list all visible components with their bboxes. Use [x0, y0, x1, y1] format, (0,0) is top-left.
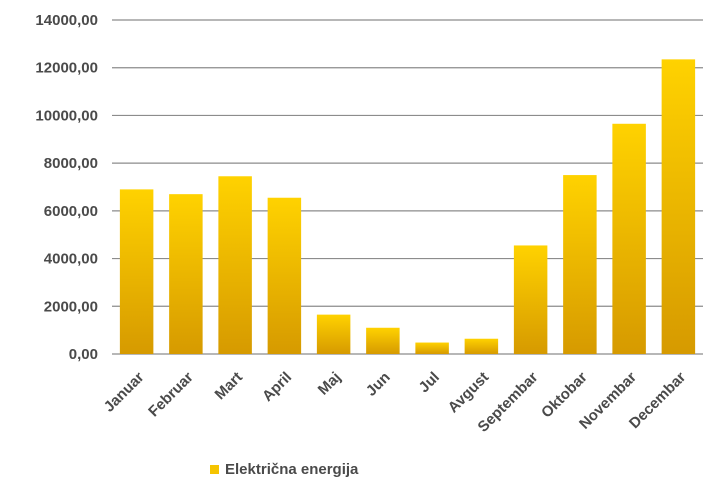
x-tick-label: April: [259, 369, 295, 405]
y-tick-label: 14000,00: [35, 12, 98, 29]
bar-novembar: [612, 123, 646, 355]
y-tick-label: 10000,00: [35, 107, 98, 124]
gridlines: [112, 19, 703, 355]
bar-februar: [169, 194, 203, 354]
legend: Električna energija: [210, 461, 359, 478]
bar-avgust: [464, 338, 499, 354]
y-tick-label: 4000,00: [44, 251, 98, 268]
bar-mart: [218, 176, 252, 354]
bars: [119, 59, 696, 355]
y-axis-ticks: 0,00 2000,00 4000,00 6000,00 8000,00 10000,00…: [35, 12, 98, 363]
y-tick-label: 2000,00: [44, 298, 98, 315]
y-tick-label: 0,00: [69, 346, 98, 363]
bar-januar: [119, 189, 154, 354]
x-tick-label: Avgust: [445, 369, 493, 417]
x-tick-label: Jul: [416, 369, 443, 396]
legend-label: Električna energija: [225, 461, 359, 478]
x-tick-label: Januar: [101, 369, 148, 416]
x-tick-label: Februar: [145, 369, 197, 421]
bar-decembar: [661, 59, 696, 354]
bar-maj: [316, 314, 351, 354]
x-tick-label: Maj: [315, 369, 345, 399]
y-tick-label: 12000,00: [35, 60, 98, 77]
bar-jul: [415, 342, 449, 354]
bar-septembar: [513, 245, 548, 354]
y-tick-label: 6000,00: [44, 203, 98, 220]
bar-oktobar: [563, 175, 597, 354]
bar-jun: [366, 327, 400, 354]
x-tick-label: Jun: [363, 369, 394, 400]
y-tick-label: 8000,00: [44, 155, 98, 172]
x-tick-label: Mart: [212, 369, 246, 403]
legend-swatch: [210, 465, 219, 474]
bar-april: [267, 197, 302, 354]
